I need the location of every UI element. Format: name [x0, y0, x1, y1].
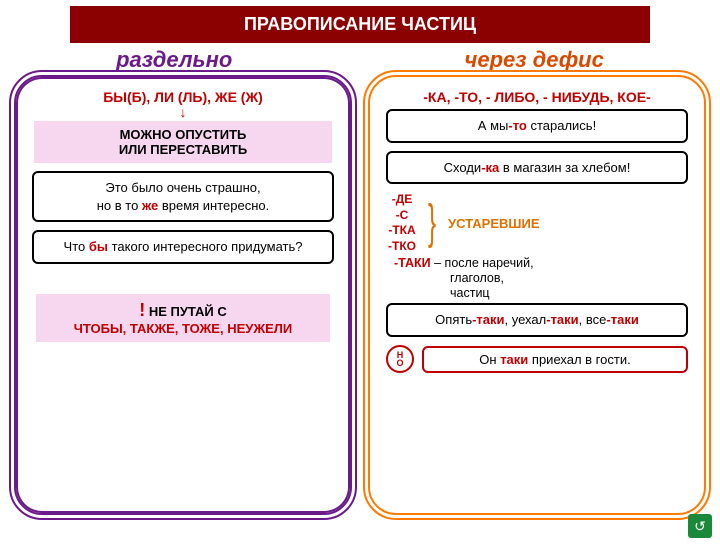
r-ex2a: Сходи — [444, 160, 482, 175]
ex2b: такого интересного придумать? — [108, 239, 302, 254]
ex2-highlight: бы — [89, 239, 108, 254]
left-example-2: Что бы такого интересного придумать? — [32, 230, 334, 264]
obs3: -ТКА — [388, 223, 415, 237]
r-ex3b: , уехал — [505, 312, 547, 327]
ex1-highlight: же — [142, 198, 158, 213]
r-ex1b: старались! — [527, 118, 596, 133]
panels: БЫ(Б), ЛИ (ЛЬ), ЖЕ (Ж) ↓ МОЖНО ОПУСТИТЬ … — [0, 75, 720, 515]
taki-highlight: -ТАКИ — [394, 256, 431, 270]
right-example-4: Он таки приехал в гости. — [422, 346, 688, 373]
r-ex2b: в магазин за хлебом! — [499, 160, 630, 175]
obs4: -ТКО — [388, 239, 416, 253]
page-title: ПРАВОПИСАНИЕ ЧАСТИЦ — [70, 6, 650, 43]
rule-line2: ИЛИ ПЕРЕСТАВИТЬ — [119, 142, 247, 157]
ex1c: время интересно. — [158, 198, 269, 213]
taki-rule: -ТАКИ – после наречий, глаголов, частиц — [394, 256, 686, 301]
rule-line1: МОЖНО ОПУСТИТЬ — [120, 127, 247, 142]
r-ex3h2: -таки — [546, 312, 578, 327]
right-example-3: Опять-таки, уехал-таки, все-таки — [386, 303, 688, 337]
nav-back-button[interactable]: ↺ — [688, 514, 712, 538]
no2: О — [396, 359, 403, 367]
warn2: ЧТОБЫ, ТАКЖЕ, ТОЖЕ, НЕУЖЕЛИ — [74, 321, 292, 336]
right-header: через дефис — [465, 47, 604, 73]
r-ex4-highlight: таки — [500, 352, 528, 367]
ex2a: Что — [64, 239, 89, 254]
left-warning: ! НЕ ПУТАЙ С ЧТОБЫ, ТАКЖЕ, ТОЖЕ, НЕУЖЕЛИ — [36, 294, 330, 342]
obs2: -С — [396, 208, 409, 222]
obsolete-label: УСТАРЕВШИЕ — [448, 216, 539, 231]
warn1: НЕ ПУТАЙ С — [145, 304, 227, 319]
r-ex2-highlight: -ка — [481, 160, 499, 175]
taki-rest3: частиц — [450, 286, 686, 301]
right-example-2: Сходи-ка в магазин за хлебом! — [386, 151, 688, 185]
right-particles: -КА, -ТО, - ЛИБО, - НИБУДЬ, КОЕ- — [380, 89, 694, 105]
r-ex3h3: -таки — [606, 312, 638, 327]
arrow-down-icon: ↓ — [26, 107, 340, 117]
taki-rest1: – после наречий, — [431, 256, 534, 270]
r-ex1-highlight: -то — [508, 118, 526, 133]
left-particles: БЫ(Б), ЛИ (ЛЬ), ЖЕ (Ж) — [26, 89, 340, 105]
right-panel: -КА, -ТО, - ЛИБО, - НИБУДЬ, КОЕ- А мы-то… — [368, 75, 706, 515]
refresh-icon: ↺ — [694, 518, 706, 535]
r-ex4a: Он — [479, 352, 500, 367]
left-header: раздельно — [116, 47, 232, 73]
section-headers: раздельно через дефис — [0, 47, 720, 73]
left-panel: БЫ(Б), ЛИ (ЛЬ), ЖЕ (Ж) ↓ МОЖНО ОПУСТИТЬ … — [14, 75, 352, 515]
left-rule-box: МОЖНО ОПУСТИТЬ ИЛИ ПЕРЕСТАВИТЬ — [34, 121, 332, 163]
ex1a: Это было очень страшно, — [105, 180, 260, 195]
no-circle-icon: Н О — [386, 345, 414, 373]
r-ex3h1: -таки — [472, 312, 504, 327]
obs1: -ДЕ — [392, 192, 413, 206]
r-ex4b: приехал в гости. — [528, 352, 630, 367]
ex1b: но в то — [97, 198, 142, 213]
taki-rest2: глаголов, — [450, 271, 686, 286]
obsolete-row: -ДЕ -С -ТКА -ТКО } УСТАРЕВШИЕ — [388, 192, 686, 254]
right-example-1: А мы-то старались! — [386, 109, 688, 143]
r-ex3a: Опять — [435, 312, 472, 327]
left-example-1: Это было очень страшно, но в то же время… — [32, 171, 334, 222]
r-ex1a: А мы — [478, 118, 509, 133]
no-row: Н О Он таки приехал в гости. — [386, 345, 688, 373]
obsolete-list: -ДЕ -С -ТКА -ТКО — [388, 192, 416, 254]
brace-icon: } — [428, 203, 436, 243]
r-ex3c: , все — [579, 312, 607, 327]
